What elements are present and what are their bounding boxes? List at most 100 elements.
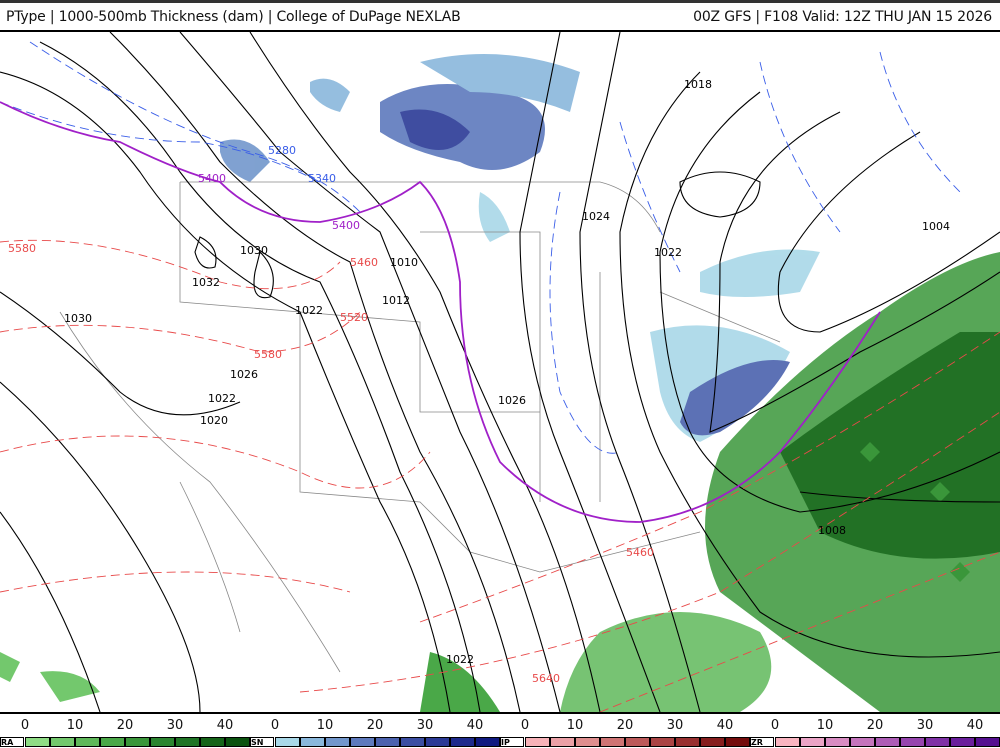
legend-swatch (400, 737, 425, 747)
legend-swatch (900, 737, 925, 747)
svg-text:1012: 1012 (382, 294, 410, 307)
legend-swatch (925, 737, 950, 747)
svg-text:1022: 1022 (208, 392, 236, 405)
thickness-warm (0, 239, 1000, 713)
legend-section-ra: 0 10 20 30 40 RA (0, 714, 250, 748)
weather-map: 1018 1024 1022 1004 1030 1032 1010 1012 … (0, 31, 1000, 714)
legend-swatch (800, 737, 825, 747)
svg-text:1024: 1024 (582, 210, 610, 223)
ptype-legend: 0 10 20 30 40 RA 0 10 20 30 40 SN 0 10 20 30 40 IP 0 10 20 30… (0, 714, 1000, 748)
legend-tick: 30 (666, 718, 684, 733)
svg-text:5340: 5340 (308, 172, 336, 185)
legend-swatch (75, 737, 100, 747)
run-valid-time: 00Z GFS | F108 Valid: 12Z THU JAN 15 202… (693, 9, 992, 25)
thickness-cold (0, 41, 961, 454)
legend-swatch (275, 737, 300, 747)
svg-text:5460: 5460 (626, 546, 654, 559)
svg-text:5400: 5400 (198, 172, 226, 185)
legend-swatch (25, 737, 50, 747)
svg-text:1022: 1022 (654, 246, 682, 259)
svg-text:1030: 1030 (240, 244, 268, 257)
thickness-labels: 5280 5340 5400 5400 5460 5520 5580 5580 … (8, 144, 654, 685)
legend-swatch (150, 737, 175, 747)
svg-text:5280: 5280 (268, 144, 296, 157)
legend-swatch (300, 737, 325, 747)
legend-tick: 30 (416, 718, 434, 733)
thickness-5400-line (0, 101, 881, 523)
legend-tick: 40 (466, 718, 484, 733)
legend-swatch (175, 737, 200, 747)
svg-text:5460: 5460 (350, 256, 378, 269)
legend-swatch (625, 737, 650, 747)
legend-swatch (550, 737, 575, 747)
legend-tick: 0 (20, 718, 30, 733)
legend-swatch (675, 737, 700, 747)
svg-text:1020: 1020 (200, 414, 228, 427)
legend-tick: 30 (916, 718, 934, 733)
legend-tick: 10 (316, 718, 334, 733)
legend-tick: 10 (66, 718, 84, 733)
legend-tick: 20 (616, 718, 634, 733)
legend-tick: 0 (520, 718, 530, 733)
legend-swatch (725, 737, 750, 747)
svg-text:1018: 1018 (684, 78, 712, 91)
legend-section-sn: 0 10 20 30 40 SN (250, 714, 500, 748)
legend-type-label: RA (0, 737, 24, 747)
legend-swatch (850, 737, 875, 747)
legend-swatch (125, 737, 150, 747)
legend-tick: 0 (270, 718, 280, 733)
svg-text:1026: 1026 (498, 394, 526, 407)
svg-text:5580: 5580 (254, 348, 282, 361)
legend-swatch (475, 737, 500, 747)
legend-tick: 10 (566, 718, 584, 733)
svg-text:1032: 1032 (192, 276, 220, 289)
legend-tick: 20 (366, 718, 384, 733)
legend-swatch (600, 737, 625, 747)
svg-text:5580: 5580 (8, 242, 36, 255)
legend-tick: 0 (770, 718, 780, 733)
legend-section-ip: 0 10 20 30 40 IP (500, 714, 750, 748)
legend-tick: 20 (116, 718, 134, 733)
legend-swatch (650, 737, 675, 747)
legend-tick: 40 (716, 718, 734, 733)
svg-text:1026: 1026 (230, 368, 258, 381)
legend-tick: 20 (866, 718, 884, 733)
legend-type-label: ZR (750, 737, 774, 747)
isobar-labels: 1018 1024 1022 1004 1030 1032 1010 1012 … (64, 78, 950, 666)
legend-swatch (825, 737, 850, 747)
svg-text:5400: 5400 (332, 219, 360, 232)
svg-text:1030: 1030 (64, 312, 92, 325)
legend-swatch (975, 737, 1000, 747)
svg-text:1010: 1010 (390, 256, 418, 269)
legend-swatch (575, 737, 600, 747)
svg-text:5520: 5520 (340, 311, 368, 324)
legend-swatch (775, 737, 800, 747)
legend-tick: 10 (816, 718, 834, 733)
header: PType | 1000-500mb Thickness (dam) | Col… (0, 0, 1000, 32)
legend-swatch (100, 737, 125, 747)
map-svg: 1018 1024 1022 1004 1030 1032 1010 1012 … (0, 31, 1000, 713)
svg-text:1022: 1022 (446, 653, 474, 666)
map-title: PType | 1000-500mb Thickness (dam) | Col… (6, 9, 461, 25)
legend-tick: 30 (166, 718, 184, 733)
svg-text:5640: 5640 (532, 672, 560, 685)
svg-text:1008: 1008 (818, 524, 846, 537)
legend-swatch (950, 737, 975, 747)
borders (59, 181, 781, 673)
legend-swatch (350, 737, 375, 747)
legend-swatch (525, 737, 550, 747)
legend-swatch (200, 737, 225, 747)
legend-swatch (450, 737, 475, 747)
legend-swatch (225, 737, 250, 747)
legend-swatch (375, 737, 400, 747)
legend-tick: 40 (216, 718, 234, 733)
legend-swatch (50, 737, 75, 747)
isobars (0, 31, 1000, 713)
precip-rain (0, 252, 1000, 712)
legend-swatch (700, 737, 725, 747)
svg-text:1004: 1004 (922, 220, 950, 233)
legend-section-zr: 0 10 20 30 40 ZR (750, 714, 1000, 748)
legend-tick: 40 (966, 718, 984, 733)
precip-snow (220, 54, 820, 442)
legend-type-label: SN (250, 737, 274, 747)
